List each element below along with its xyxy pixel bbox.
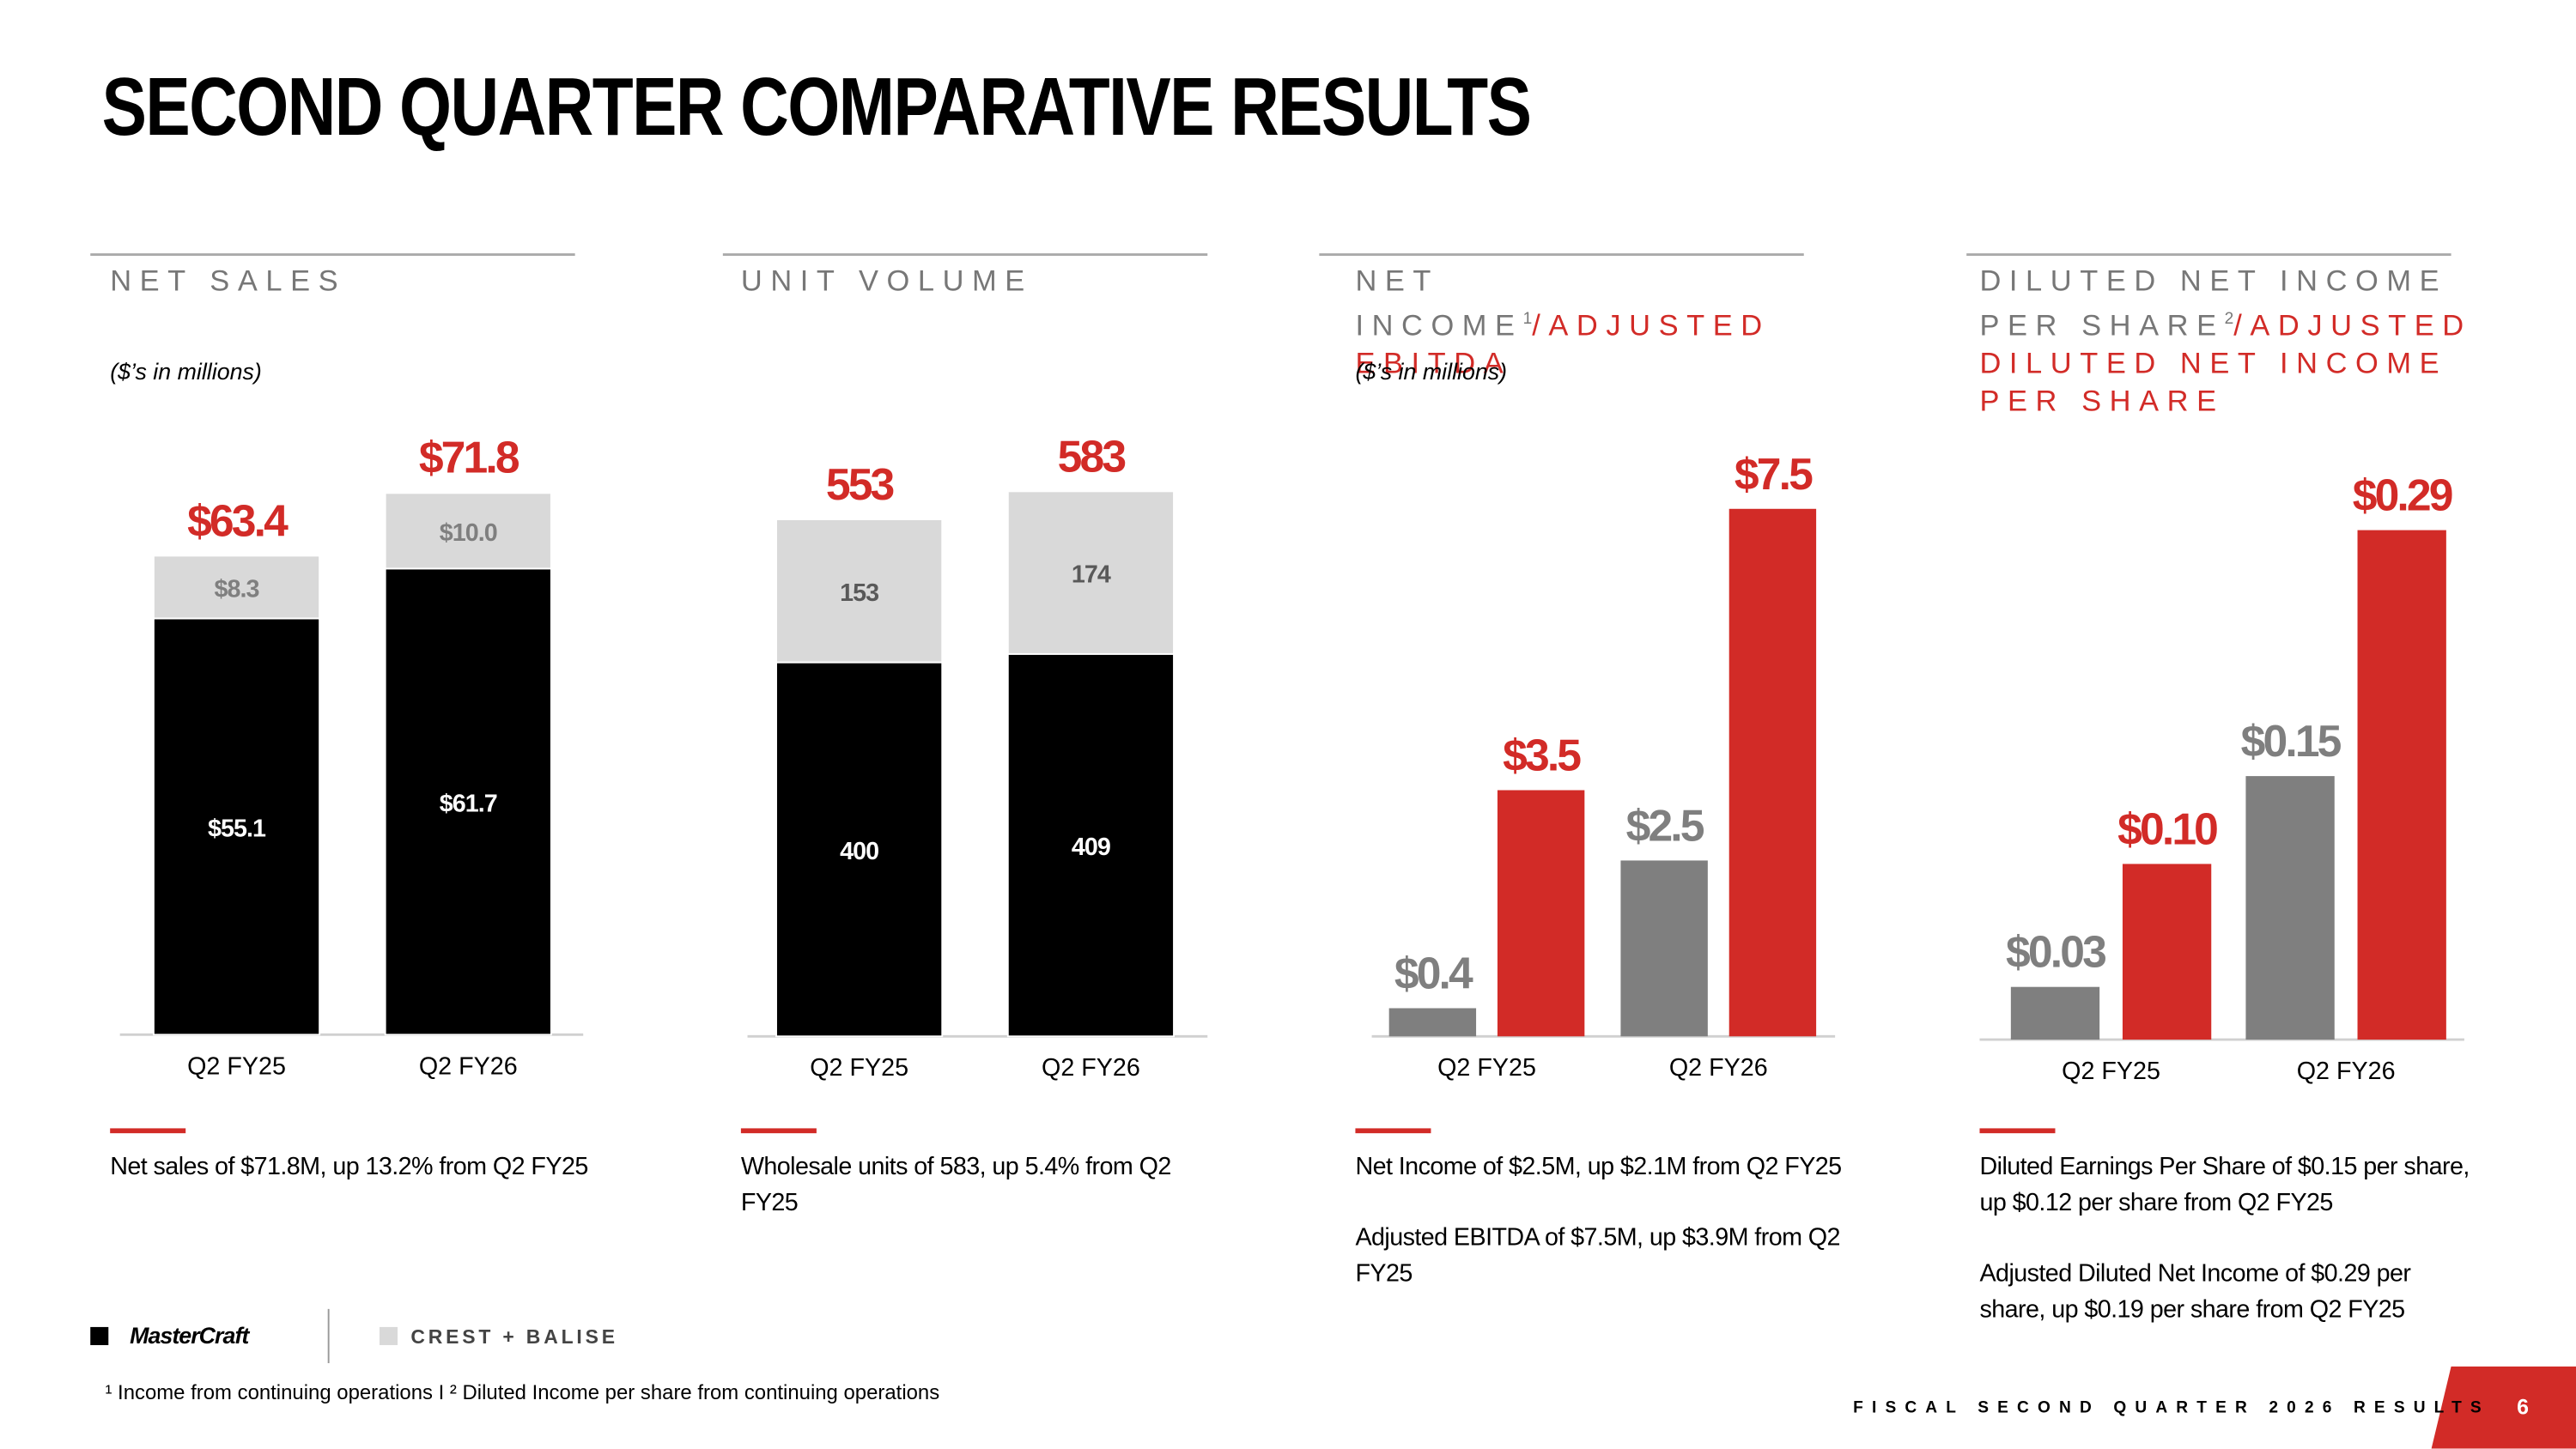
note: Net sales of $71.8M, up 13.2% from Q2 FY… (110, 1153, 588, 1181)
panel-subtitle: ($’s in millions) (110, 358, 262, 385)
panel-notes: Diluted Earnings Per Share of $0.15 per … (1979, 1149, 2472, 1363)
value-label: $0.03 (2006, 927, 2105, 977)
bar-segment (384, 567, 552, 1036)
x-tick-label: Q2 FY25 (1437, 1054, 1536, 1082)
segment-label: $8.3 (215, 575, 259, 603)
bar (2245, 776, 2335, 1040)
total-label: 583 (1058, 431, 1126, 481)
x-tick-label: Q2 FY26 (2297, 1058, 2396, 1085)
panel-title-main: UNIT VOLUME (740, 264, 1033, 298)
bar (2357, 530, 2446, 1040)
segment-label: 153 (840, 579, 878, 607)
x-tick-label: Q2 FY26 (1669, 1054, 1768, 1082)
segment-label: $10.0 (440, 519, 497, 547)
bar-segment (1006, 652, 1175, 1038)
value-label: $0.15 (2241, 716, 2342, 766)
footnote: ¹ Income from continuing operations I ² … (105, 1381, 940, 1404)
x-tick-label: Q2 FY25 (810, 1054, 908, 1082)
value-label: $0.10 (2117, 803, 2217, 853)
note: Diluted Earnings Per Share of $0.15 per … (1979, 1153, 2470, 1217)
panel-title: NET SALES (110, 263, 619, 300)
bar (1388, 1008, 1477, 1037)
panel-title-highlight: /ADJUSTED DILUTED NET INCOME PER SHARE (1979, 308, 2472, 417)
bar-segment (775, 518, 944, 664)
slide-title: SECOND QUARTER COMPARATIVE RESULTS (101, 60, 1532, 153)
panel-title-main: DILUTED NET INCOME PER SHARE (1979, 264, 2448, 342)
note-accent (1979, 1128, 2056, 1134)
panel-notes: Net sales of $71.8M, up 13.2% from Q2 FY… (110, 1149, 603, 1220)
bar-segment (775, 661, 944, 1038)
bar (1497, 790, 1585, 1037)
segment-label: 400 (840, 838, 878, 865)
bar-segment (152, 617, 321, 1036)
bar-segment (152, 555, 321, 620)
legend-label: MasterCraft (130, 1323, 250, 1349)
bar (2122, 864, 2212, 1040)
note: Adjusted EBITDA of $7.5M, up $3.9M from … (1355, 1223, 1840, 1288)
segment-label: 174 (1072, 561, 1111, 589)
value-label: $0.29 (2353, 470, 2452, 520)
panel-title-highlight: /ADJUSTED EBITDA (1355, 308, 1771, 379)
total-label: $71.8 (419, 432, 519, 482)
note-accent (110, 1128, 186, 1134)
panel-title-note: 1 (1522, 310, 1533, 329)
bar-segment (384, 492, 552, 570)
panel-title-main: NET SALES (110, 264, 347, 298)
total-label: $63.4 (187, 495, 289, 545)
panel-notes: Net Income of $2.5M, up $2.1M from Q2 FY… (1355, 1149, 1848, 1327)
note: Wholesale units of 583, up 5.4% from Q2 … (740, 1153, 1171, 1217)
bar (1620, 860, 1708, 1037)
footer: FISCAL SECOND QUARTER 2026 RESULTS (1853, 1399, 2490, 1418)
segment-label: 409 (1072, 834, 1110, 861)
segment-label: $55.1 (208, 815, 266, 842)
total-label: 553 (826, 459, 894, 509)
panel-title-main: NET INCOME (1355, 264, 1523, 342)
legend-label: CREST + BALISE (410, 1325, 618, 1348)
note-accent (740, 1128, 817, 1134)
panel-title: DILUTED NET INCOME PER SHARE2/ADJUSTED D… (1979, 263, 2488, 421)
panel-title: NET INCOME1/ADJUSTED EBITDA (1355, 263, 1864, 383)
legend-swatch (379, 1326, 398, 1345)
panel-notes: Wholesale units of 583, up 5.4% from Q2 … (741, 1149, 1234, 1256)
note: Net Income of $2.5M, up $2.1M from Q2 FY… (1355, 1153, 1842, 1181)
value-label: $7.5 (1735, 449, 1813, 499)
panel-title-note: 2 (2224, 310, 2234, 329)
x-tick-label: Q2 FY25 (2062, 1058, 2160, 1085)
legend-swatch (90, 1326, 109, 1345)
note-accent (1355, 1128, 1431, 1134)
value-label: $0.4 (1394, 949, 1473, 998)
note: Adjusted Diluted Net Income of $0.29 per… (1979, 1259, 2411, 1325)
segment-label: $61.7 (440, 790, 497, 817)
page-number: 6 (2517, 1394, 2529, 1420)
bar (2010, 986, 2100, 1040)
panel-title: UNIT VOLUME (741, 263, 1250, 300)
value-label: $2.5 (1626, 800, 1704, 850)
bar-segment (1006, 490, 1175, 655)
x-tick-label: Q2 FY25 (187, 1052, 286, 1080)
page-tab (2431, 1366, 2576, 1449)
x-tick-label: Q2 FY26 (1042, 1054, 1140, 1082)
value-label: $3.5 (1503, 731, 1581, 780)
bar (1728, 508, 1817, 1037)
panel-subtitle: ($’s in millions) (1355, 358, 1508, 385)
x-tick-label: Q2 FY26 (419, 1052, 518, 1080)
